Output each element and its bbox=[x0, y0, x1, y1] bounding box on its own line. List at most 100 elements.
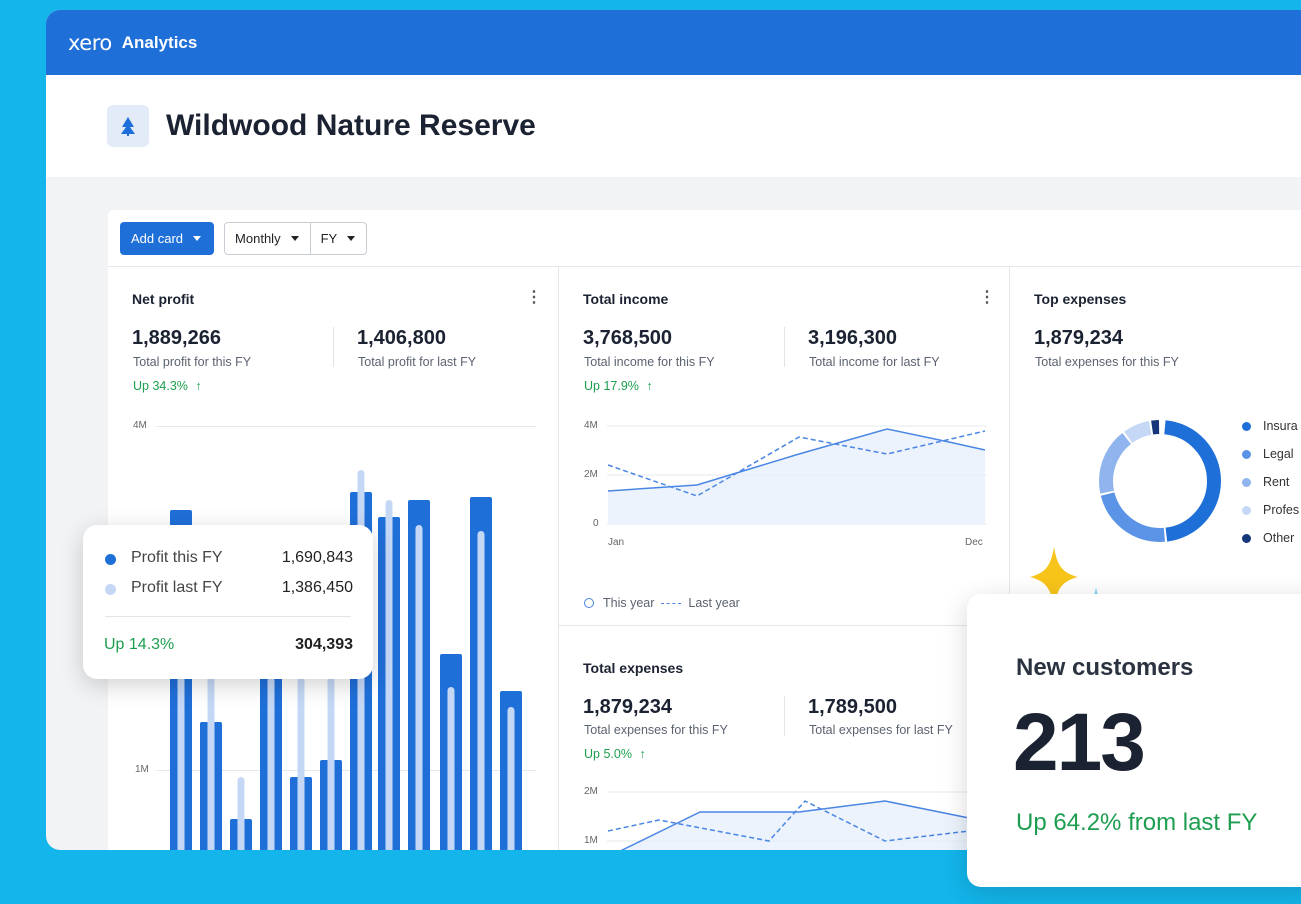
legend-label: Legal bbox=[1263, 447, 1294, 461]
tooltip-last-label: Profit last FY bbox=[131, 579, 223, 596]
card-title: Total expenses bbox=[583, 660, 684, 676]
income-last-fy-label: Total income for last FY bbox=[809, 355, 940, 369]
card-title: Top expenses bbox=[1034, 291, 1127, 307]
y-axis-label: 4M bbox=[133, 420, 147, 431]
income-area bbox=[608, 429, 985, 524]
arrow-up-icon: ↑ bbox=[195, 379, 202, 393]
x-axis-label: Jan bbox=[608, 537, 625, 548]
tooltip-change: Up 14.3% bbox=[104, 636, 175, 653]
dashed-line-icon bbox=[661, 602, 682, 604]
more-options-icon[interactable]: ⋮ bbox=[526, 289, 542, 306]
legend-this-year: This year bbox=[603, 596, 655, 610]
card-title: Total income bbox=[583, 291, 669, 307]
tooltip-diff: 304,393 bbox=[295, 636, 353, 653]
legend-item-other: Other bbox=[1242, 524, 1299, 552]
income-last-year-line bbox=[607, 430, 986, 497]
legend-dot bbox=[1242, 478, 1251, 488]
divider bbox=[784, 327, 785, 367]
income-last-fy-value: 3,196,300 bbox=[808, 327, 897, 349]
gridline bbox=[156, 426, 536, 427]
expenses-last-fy-value: 1,789,500 bbox=[808, 696, 897, 718]
legend-dot bbox=[105, 584, 116, 595]
profit-tooltip: Profit this FY 1,690,843 Profit last FY … bbox=[83, 525, 373, 679]
page-header: Wildwood Nature Reserve bbox=[46, 75, 1301, 177]
arrow-up-icon: ↑ bbox=[646, 379, 653, 393]
bar-last-fy bbox=[447, 687, 455, 850]
bar-last-fy bbox=[237, 777, 245, 850]
circle-icon bbox=[584, 598, 594, 608]
profit-change-text: Up 34.3% bbox=[133, 379, 188, 393]
bar-last-fy bbox=[415, 525, 423, 850]
gridline bbox=[156, 770, 536, 771]
bar-last-fy bbox=[207, 667, 215, 850]
bar-last-fy bbox=[477, 531, 485, 850]
legend-label: Profes bbox=[1263, 503, 1300, 517]
top-bar: xero Analytics bbox=[46, 10, 1301, 75]
new-customers-change: Up 64.2% from last FY bbox=[1016, 809, 1258, 836]
expenses-change-text: Up 5.0% bbox=[584, 747, 632, 761]
new-customers-title: New customers bbox=[1016, 654, 1194, 681]
bar-last-fy bbox=[327, 677, 335, 850]
chevron-down-icon bbox=[347, 235, 356, 241]
chevron-down-icon bbox=[193, 235, 202, 241]
legend-dot bbox=[1242, 506, 1251, 516]
bar-last-fy bbox=[297, 677, 305, 850]
add-card-button[interactable]: Add card bbox=[120, 221, 215, 255]
expenses-this-fy-value: 1,879,234 bbox=[583, 696, 672, 718]
profit-change: Up 34.3% ↑ bbox=[133, 379, 202, 393]
legend-item-rent: Rent bbox=[1242, 468, 1299, 496]
legend-label: Rent bbox=[1263, 475, 1290, 489]
expenses-donut-chart bbox=[1099, 420, 1221, 542]
x-axis-label: Dec bbox=[965, 537, 983, 548]
y-axis-label: 2M bbox=[584, 786, 598, 797]
divider bbox=[784, 696, 785, 736]
expenses-line-chart bbox=[607, 791, 987, 850]
donut-segment-insurance bbox=[1099, 420, 1221, 542]
bar-last-fy bbox=[385, 500, 393, 850]
tooltip-last-value: 1,386,450 bbox=[281, 579, 353, 596]
legend-label: Insura bbox=[1263, 419, 1298, 433]
expenses-change: Up 5.0% ↑ bbox=[584, 747, 646, 761]
more-options-icon[interactable]: ⋮ bbox=[979, 289, 995, 306]
legend-dot bbox=[105, 554, 116, 565]
expenses-this-year-line bbox=[620, 800, 970, 850]
xero-logo[interactable]: xero bbox=[68, 30, 112, 55]
tooltip-this-label: Profit this FY bbox=[131, 549, 223, 566]
legend-label: Other bbox=[1263, 531, 1295, 545]
legend-item-insurance: Insura bbox=[1242, 412, 1299, 440]
donut-legend: Insura Legal Rent Profes Other bbox=[1242, 412, 1299, 552]
total-expenses-card: Total expenses 1,879,234 Total expenses … bbox=[559, 626, 1010, 850]
period-selector: Monthly FY bbox=[224, 221, 368, 255]
profit-this-fy-value: 1,889,266 bbox=[132, 327, 221, 349]
top-expenses-label: Total expenses for this FY bbox=[1035, 355, 1179, 369]
legend-item-legal: Legal bbox=[1242, 440, 1299, 468]
y-axis-label: 2M bbox=[584, 469, 598, 480]
expenses-this-fy-label: Total expenses for this FY bbox=[584, 723, 728, 737]
top-expenses-value: 1,879,234 bbox=[1034, 327, 1123, 349]
app-name: Analytics bbox=[121, 32, 198, 52]
tooltip-this-value: 1,690,843 bbox=[281, 549, 353, 566]
y-axis-label: 0 bbox=[593, 518, 599, 529]
bar-last-fy bbox=[177, 667, 185, 850]
chevron-down-icon bbox=[290, 235, 299, 241]
divider bbox=[333, 327, 334, 367]
period-label: Monthly bbox=[235, 230, 281, 246]
y-axis-label: 1M bbox=[584, 835, 598, 846]
year-dropdown[interactable]: FY bbox=[309, 222, 367, 254]
expenses-last-fy-label: Total expenses for last FY bbox=[809, 723, 953, 737]
period-dropdown[interactable]: Monthly bbox=[225, 223, 310, 254]
income-this-fy-value: 3,768,500 bbox=[583, 327, 672, 349]
income-change-text: Up 17.9% bbox=[584, 379, 639, 393]
page-title: Wildwood Nature Reserve bbox=[166, 109, 536, 142]
legend-dot bbox=[1242, 422, 1251, 432]
profit-this-fy-label: Total profit for this FY bbox=[133, 355, 252, 369]
bar-last-fy bbox=[507, 707, 515, 850]
bar-last-fy bbox=[267, 677, 275, 850]
expenses-last-year-line bbox=[607, 800, 970, 842]
income-this-fy-label: Total income for this FY bbox=[584, 355, 715, 369]
legend-last-year: Last year bbox=[688, 596, 740, 610]
divider bbox=[105, 616, 351, 617]
donut-segment-rent bbox=[1099, 420, 1221, 542]
legend-dot bbox=[1242, 534, 1251, 544]
income-change: Up 17.9% ↑ bbox=[584, 379, 653, 393]
